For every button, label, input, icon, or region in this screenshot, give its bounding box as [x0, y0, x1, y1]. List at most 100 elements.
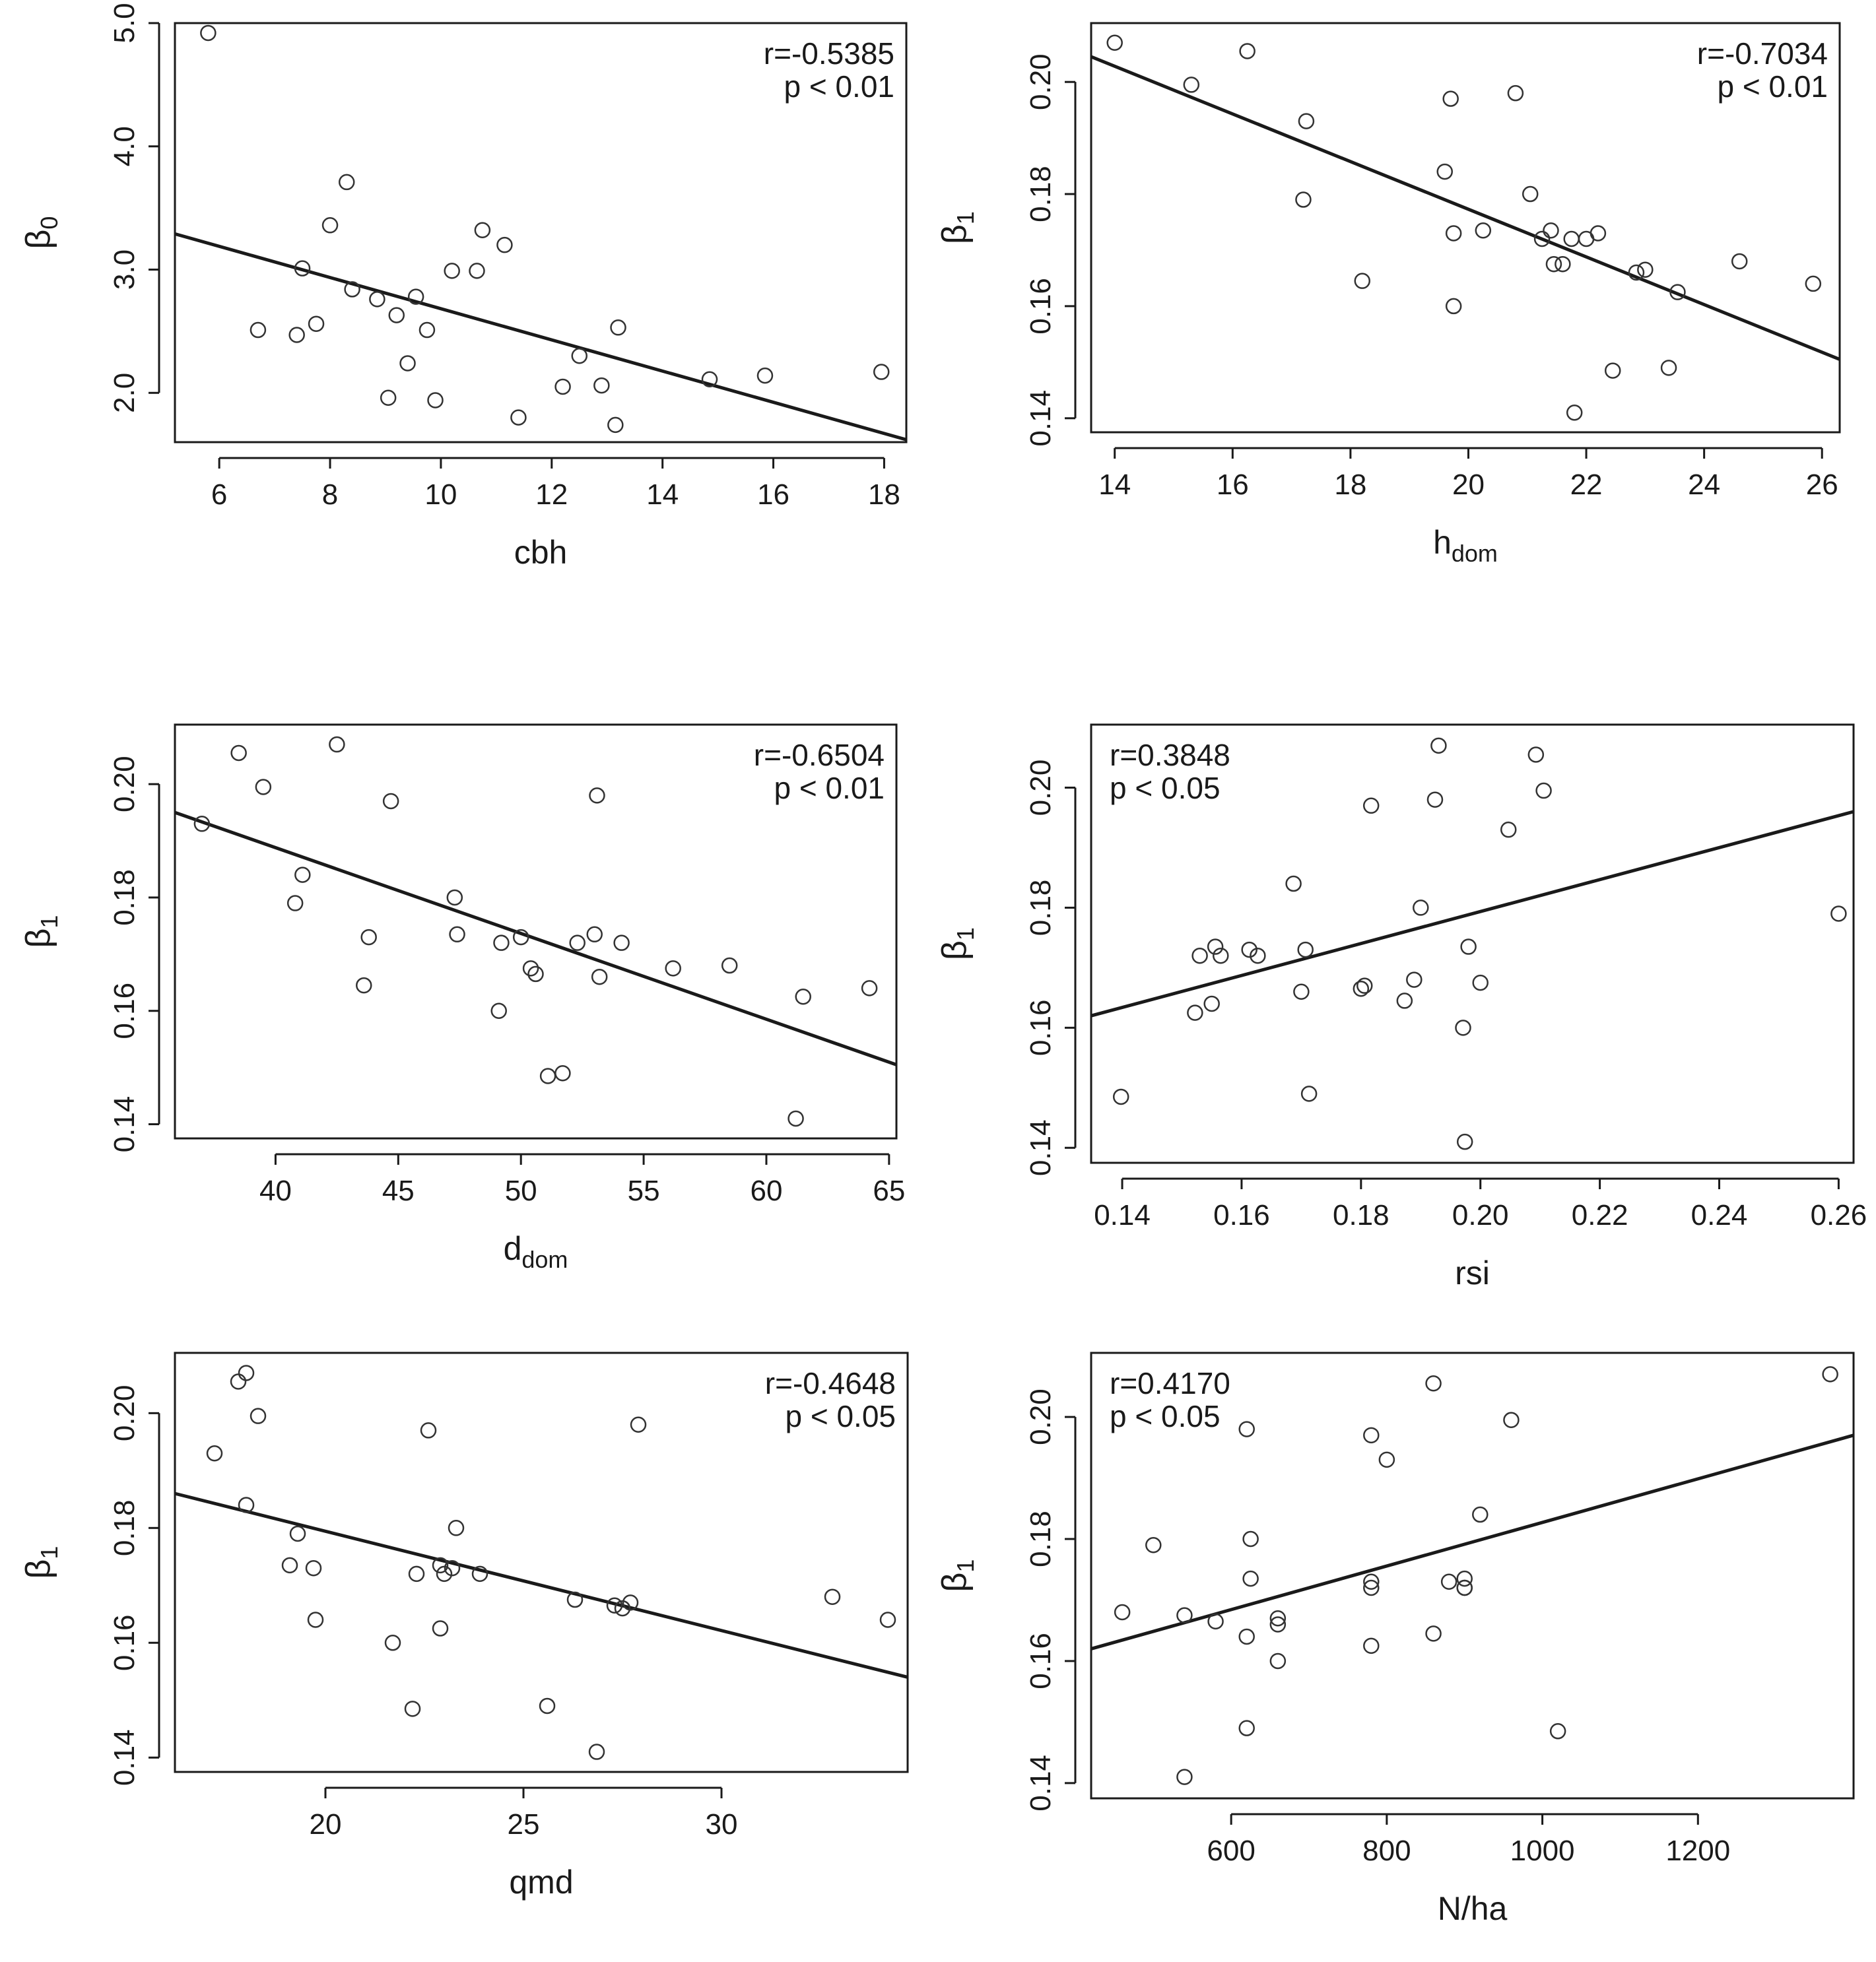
- data-point: [1805, 275, 1822, 292]
- correlation-annotation: r=-0.5385: [764, 36, 894, 71]
- data-point: [588, 1744, 605, 1760]
- data-point: [1353, 980, 1370, 997]
- data-point: [610, 319, 626, 336]
- data-point: [1363, 1579, 1380, 1596]
- data-point: [1472, 1506, 1489, 1523]
- x-tick-label: 60: [750, 1175, 782, 1207]
- data-point: [1566, 405, 1583, 421]
- data-point: [444, 1559, 461, 1577]
- x-tick-label: 16: [757, 478, 789, 511]
- pvalue-annotation: p < 0.01: [784, 69, 894, 104]
- x-tick-label: 55: [628, 1175, 660, 1207]
- data-point: [1503, 1412, 1520, 1428]
- data-point: [1295, 191, 1312, 208]
- data-point: [407, 288, 424, 305]
- y-tick-label: 0.20: [108, 1385, 141, 1442]
- correlation-annotation: r=0.3848: [1110, 738, 1230, 772]
- data-point: [1413, 899, 1429, 916]
- data-point: [329, 736, 345, 753]
- data-point: [1269, 1610, 1287, 1627]
- y-tick-label: 0.16: [108, 1614, 141, 1671]
- data-point: [369, 291, 385, 308]
- x-axis-title: rsi: [1455, 1255, 1490, 1292]
- data-point: [756, 367, 774, 384]
- data-point: [446, 889, 463, 906]
- data-point: [795, 989, 811, 1005]
- x-tick-label: 22: [1570, 469, 1603, 501]
- x-tick-label: 45: [382, 1175, 415, 1207]
- data-point: [1604, 362, 1621, 379]
- pvalue-annotation: p < 0.01: [1717, 69, 1828, 104]
- correlation-annotation: r=-0.4648: [765, 1366, 896, 1400]
- data-point: [589, 787, 605, 804]
- pvalue-annotation: p < 0.05: [1110, 771, 1221, 805]
- data-point: [1590, 225, 1607, 242]
- data-point: [255, 779, 272, 795]
- data-point: [1207, 938, 1224, 955]
- y-tick-label: 0.16: [108, 983, 141, 1039]
- data-point: [1533, 230, 1551, 247]
- y-tick-label: 0.14: [1024, 1119, 1057, 1176]
- data-point: [238, 1365, 255, 1381]
- data-point: [1203, 995, 1220, 1012]
- data-point: [1187, 1004, 1203, 1021]
- plot-frame: [174, 723, 898, 1140]
- data-point: [281, 1557, 298, 1574]
- y-tick-label: 0.16: [1024, 1633, 1057, 1689]
- data-point: [1242, 1530, 1259, 1548]
- data-point: [571, 348, 588, 364]
- x-tick-label: 1000: [1510, 1835, 1575, 1867]
- data-point: [873, 364, 890, 380]
- data-point: [701, 371, 718, 387]
- data-point: [1456, 1570, 1473, 1587]
- data-point: [527, 965, 544, 983]
- data-point: [1191, 947, 1208, 964]
- correlation-annotation: r=0.4170: [1110, 1366, 1230, 1400]
- regression-line: [1090, 810, 1854, 1018]
- data-point: [471, 1565, 488, 1583]
- data-point: [1731, 253, 1748, 270]
- data-point: [286, 895, 304, 911]
- data-point: [1445, 298, 1462, 315]
- data-point: [420, 1422, 437, 1439]
- data-point: [1213, 947, 1229, 964]
- data-point: [1455, 1020, 1471, 1036]
- data-point: [1238, 1628, 1255, 1645]
- data-point: [493, 934, 510, 951]
- data-point: [399, 355, 416, 372]
- x-axis-title: N/ha: [1438, 1890, 1508, 1927]
- data-point: [554, 1064, 571, 1082]
- x-axis-title: qmd: [509, 1864, 573, 1901]
- data-point: [607, 416, 624, 434]
- x-tick-label: 0.26: [1811, 1199, 1867, 1231]
- plot-frame: [1090, 723, 1855, 1164]
- data-point: [432, 1620, 449, 1637]
- data-point: [1241, 941, 1257, 958]
- data-point: [1522, 185, 1539, 203]
- data-point: [230, 744, 247, 762]
- data-point: [721, 957, 738, 974]
- data-point: [1297, 941, 1314, 958]
- data-point: [554, 378, 571, 395]
- pvalue-annotation: p < 0.05: [1110, 1399, 1221, 1433]
- data-point: [787, 1110, 804, 1127]
- x-tick-label: 0.18: [1333, 1199, 1390, 1231]
- x-tick-label: 1200: [1665, 1835, 1730, 1867]
- y-tick-label: 0.14: [108, 1729, 141, 1786]
- data-point: [344, 281, 360, 298]
- data-point: [1555, 255, 1571, 273]
- data-point: [630, 1416, 647, 1433]
- y-tick-label: 0.18: [108, 1499, 141, 1556]
- correlation-annotation: r=-0.6504: [754, 738, 885, 772]
- data-point: [294, 867, 311, 883]
- x-tick-label: 0.20: [1452, 1199, 1509, 1231]
- regression-line: [174, 232, 907, 441]
- data-point: [1406, 971, 1423, 988]
- x-tick-label: 0.24: [1691, 1199, 1748, 1231]
- data-point: [1822, 1366, 1838, 1383]
- y-tick-label: 0.14: [1024, 390, 1057, 447]
- y-tick-label: 0.16: [1024, 278, 1057, 335]
- panels: 6 8 10 12 14 16 182.03.04.05.0cbhβ0r=-0.5385p …: [19, 3, 1867, 1927]
- data-point: [1669, 284, 1686, 300]
- data-point: [448, 1520, 465, 1536]
